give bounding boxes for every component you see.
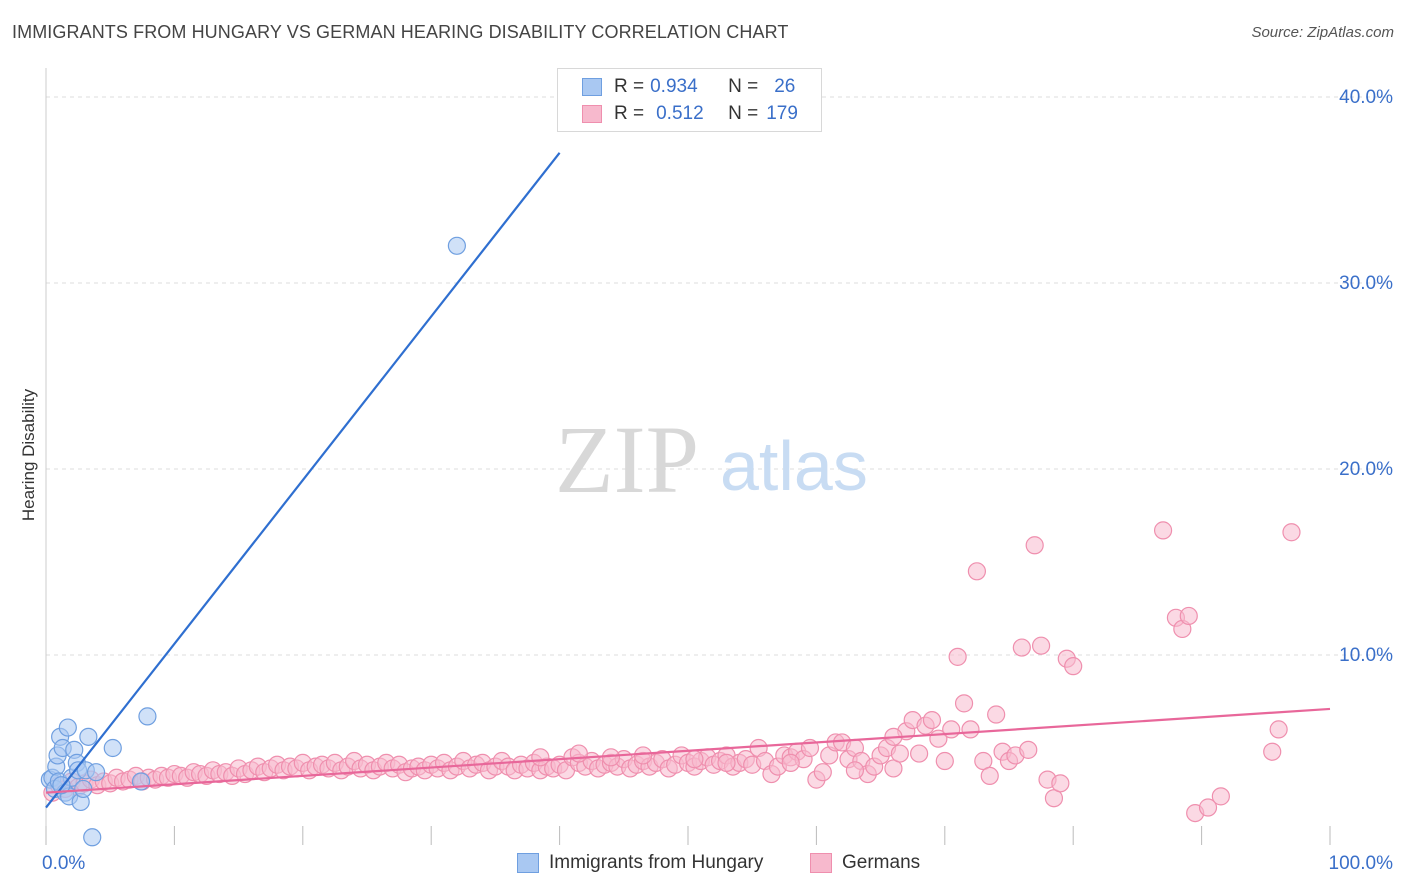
germans-point <box>717 753 736 772</box>
legend-n-value: 26 <box>774 76 796 97</box>
legend-n-label: N = <box>728 103 759 124</box>
x-tick-label-max: 100.0% <box>1329 853 1394 874</box>
germans-point <box>1012 638 1031 657</box>
germans-point <box>531 748 550 767</box>
chart-title: IMMIGRANTS FROM HUNGARY VS GERMAN HEARIN… <box>12 22 789 42</box>
germans-point <box>1064 657 1083 676</box>
legend-row-hungary: R = 0.934 N = 26 <box>582 74 795 100</box>
legend-swatch-germans <box>582 105 602 123</box>
germans-point <box>633 746 653 765</box>
germans-point <box>569 744 588 763</box>
germans-point <box>910 744 929 763</box>
hungary-point <box>58 718 77 737</box>
legend-r-label: R = <box>614 76 645 97</box>
germans-point <box>890 744 909 763</box>
y-axis-label: Hearing Disability <box>19 388 38 521</box>
hungary-point <box>103 738 122 758</box>
germans-point <box>942 720 961 739</box>
germans-point <box>1211 787 1230 806</box>
axis-layer: 10.0% 20.0% 30.0% 40.0% 0.0% 100.0% <box>42 68 1393 874</box>
germans-point <box>967 562 987 581</box>
grid-layer <box>46 96 1390 656</box>
y-tick-label: 10.0% <box>1339 645 1393 666</box>
hungary-point <box>138 707 157 726</box>
germans-point <box>1179 606 1198 626</box>
germans-points <box>43 521 1301 823</box>
germans-point <box>1282 523 1301 542</box>
hungary-point <box>86 763 106 782</box>
germans-point <box>685 750 704 769</box>
legend-swatch-hungary <box>582 78 602 96</box>
legend-r-value: 0.934 <box>650 76 698 97</box>
germans-point <box>1269 720 1288 739</box>
hungary-trendline <box>45 152 561 809</box>
germans-point <box>1019 740 1038 759</box>
germans-point <box>1198 798 1218 817</box>
germans-point <box>1153 521 1173 540</box>
watermark-atlas: atlas <box>720 427 868 505</box>
legend-label-germans: Germans <box>842 852 921 873</box>
germans-point <box>948 647 967 666</box>
correlation-legend: R = 0.934 N = 26 R = 0.512 N = 179 <box>557 68 822 132</box>
legend-item-hungary[interactable]: Immigrants from Hungary <box>517 852 763 874</box>
hungary-points <box>40 236 466 847</box>
hungary-point <box>83 828 102 847</box>
series-legend: Immigrants from Hungary Germans <box>0 852 1406 878</box>
germans-point <box>1031 636 1051 655</box>
y-tick-label: 20.0% <box>1339 459 1393 480</box>
watermark-zip: ZIP <box>555 406 699 513</box>
legend-swatch-hungary <box>517 853 539 873</box>
legend-row-germans: R = 0.512 N = 179 <box>582 101 798 127</box>
source-label: Source: ZipAtlas.com <box>1251 24 1394 41</box>
hungary-point <box>79 727 98 746</box>
legend-r-label: R = <box>614 103 645 124</box>
germans-point <box>935 751 954 771</box>
germans-point <box>1051 774 1070 793</box>
legend-r-value: 0.512 <box>656 103 704 124</box>
germans-point <box>1263 742 1282 761</box>
y-tick-label: 30.0% <box>1339 273 1393 294</box>
germans-point <box>813 763 832 782</box>
trend-layer <box>45 152 1331 809</box>
legend-swatch-germans <box>810 853 832 873</box>
germans-point <box>987 705 1006 724</box>
germans-point <box>980 766 999 786</box>
germans-point <box>1025 536 1044 555</box>
legend-n-value: 179 <box>766 103 798 124</box>
germans-trendline <box>45 707 1331 794</box>
germans-point <box>781 753 800 772</box>
hungary-point <box>447 236 466 255</box>
germans-point <box>954 694 974 713</box>
x-tick-label-min: 0.0% <box>42 853 85 874</box>
germans-point <box>922 710 942 730</box>
legend-n-label: N = <box>728 76 759 97</box>
germans-point <box>845 761 865 780</box>
legend-item-germans[interactable]: Germans <box>810 852 920 874</box>
legend-label-hungary: Immigrants from Hungary <box>549 852 764 873</box>
germans-point <box>961 720 980 739</box>
y-tick-label: 40.0% <box>1339 87 1393 108</box>
